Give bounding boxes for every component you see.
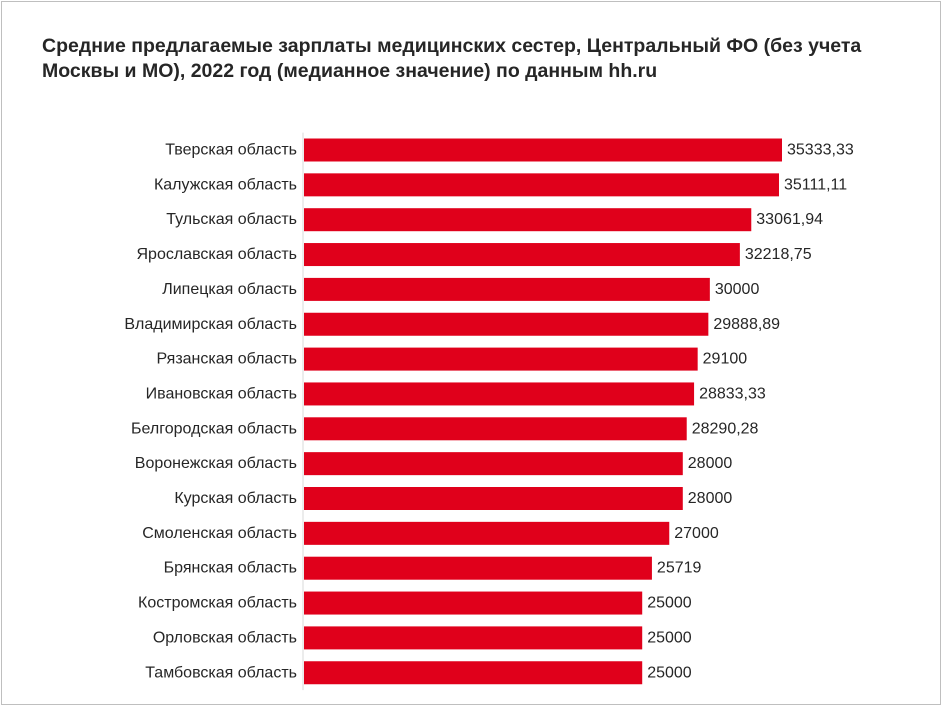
value-label: 25000 (647, 664, 692, 681)
value-label: 25719 (657, 560, 702, 577)
value-label: 33061,94 (756, 211, 823, 228)
value-label: 29100 (703, 351, 748, 368)
category-label: Костромская область (138, 595, 297, 612)
category-label: Ивановская область (146, 385, 297, 402)
category-label: Курская область (174, 490, 297, 507)
value-label: 25000 (647, 629, 692, 646)
bar (304, 487, 683, 510)
bar (304, 277, 710, 301)
category-label: Воронежская область (135, 455, 297, 472)
category-label: Липецкая область (162, 281, 297, 298)
category-label: Тульская область (166, 211, 297, 228)
category-label: Смоленская область (142, 525, 297, 542)
bar (304, 312, 709, 336)
value-label: 25000 (647, 595, 692, 612)
category-label: Брянская область (164, 560, 297, 577)
category-label: Калужская область (154, 176, 297, 193)
bar (304, 173, 779, 197)
bar (304, 243, 740, 267)
bar (304, 661, 643, 685)
bar (304, 452, 683, 476)
bar (304, 347, 698, 371)
bar (304, 626, 643, 650)
bar (304, 591, 643, 615)
value-label: 28000 (688, 455, 733, 472)
category-label: Тверская область (165, 142, 297, 159)
bar (304, 382, 695, 406)
value-label: 28833,33 (699, 385, 766, 402)
value-label: 27000 (674, 525, 719, 542)
category-label: Тамбовская область (145, 664, 297, 681)
value-label: 32218,75 (745, 246, 812, 263)
value-label: 29888,89 (713, 316, 780, 333)
value-label: 28290,28 (692, 420, 759, 437)
category-label: Ярославская область (136, 246, 297, 263)
category-label: Орловская область (153, 629, 297, 646)
bar (304, 556, 652, 580)
category-label: Белгородская область (131, 420, 297, 437)
bar (304, 521, 670, 545)
category-label: Владимирская область (124, 316, 297, 333)
value-label: 35111,11 (784, 176, 847, 193)
value-label: 28000 (688, 490, 733, 507)
category-label: Рязанская область (157, 351, 297, 368)
bar (304, 417, 687, 441)
bar (304, 208, 752, 232)
value-label: 35333,33 (787, 142, 854, 159)
value-label: 30000 (715, 281, 760, 298)
bar (304, 138, 782, 162)
chart-title: Средние предлагаемые зарплаты медицински… (42, 35, 862, 82)
